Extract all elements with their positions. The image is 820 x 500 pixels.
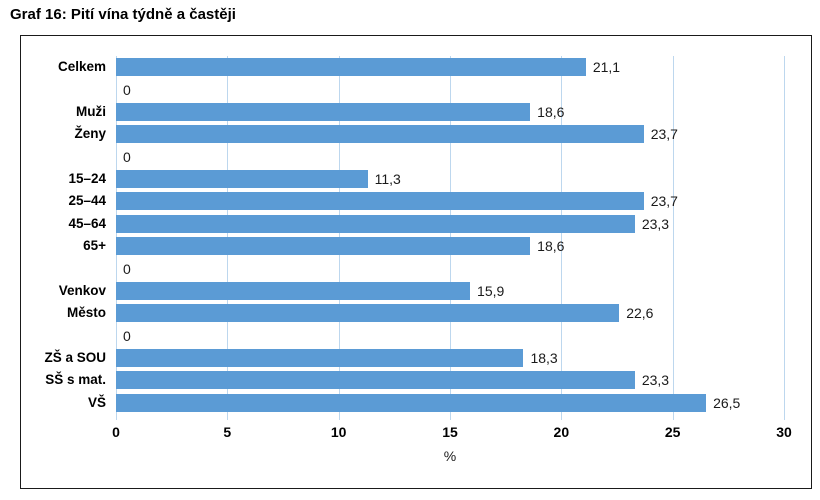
gridline-20 [561, 56, 563, 420]
category-label: 25–44 [68, 193, 106, 209]
bar [116, 371, 635, 390]
bar [116, 125, 644, 144]
category-label: Město [66, 305, 106, 321]
bar-value-label: 23,3 [641, 372, 670, 389]
bar [116, 237, 531, 256]
bar [116, 281, 471, 300]
gridline-25 [672, 56, 674, 420]
category-label: 45–64 [68, 215, 106, 231]
bar-value-label: 26,5 [713, 394, 741, 411]
bar-value-label: 23,3 [641, 215, 670, 232]
x-tick-label: 30 [776, 424, 792, 440]
category-label: ZŠ a SOU [44, 349, 106, 365]
x-tick-label: 25 [664, 424, 681, 440]
gridline-30 [784, 56, 785, 420]
x-tick-label: 0 [112, 424, 120, 440]
bar [116, 349, 524, 368]
bar-value-label: 11,3 [374, 171, 401, 188]
category-label: VŠ [87, 394, 106, 410]
bar-value-label: 15,9 [477, 282, 505, 299]
plot-area: 21,1 0 18,6 23,7 0 11,3 23,7 23,3 18,6 0 15,9 22,6 0… [116, 56, 785, 420]
chart-container: 21,1 0 18,6 23,7 0 11,3 23,7 23,3 18,6 0 15,9 22,6 0… [20, 35, 812, 489]
bar-value-label: 18,6 [537, 103, 565, 120]
bar [116, 102, 531, 121]
category-label: Ženy [74, 126, 106, 142]
bar [116, 170, 368, 189]
category-label: 15–24 [68, 170, 106, 186]
bar-value-label: 0 [123, 81, 131, 98]
bar-value-label: 0 [123, 260, 131, 277]
bar [116, 58, 586, 77]
bar-value-label: 0 [123, 327, 131, 344]
category-label: Muži [76, 103, 106, 119]
bar [116, 304, 620, 323]
bar [116, 393, 707, 412]
category-axis: Celkem Muži Ženy 15–24 25–44 45–64 65+ Venkov Mě… [21, 56, 106, 414]
bar [116, 192, 644, 211]
bar-value-label: 0 [123, 148, 131, 165]
bar-value-label: 23,7 [650, 193, 678, 210]
bar-value-label: 18,6 [537, 238, 565, 255]
chart-title: Graf 16: Pití vína týdně a častěji [10, 6, 236, 23]
category-label: 65+ [83, 238, 106, 253]
bar-value-label: 23,7 [650, 126, 678, 143]
category-label: Venkov [58, 282, 106, 298]
x-tick-label: 20 [553, 424, 570, 440]
bar-value-label: 18,3 [530, 350, 558, 367]
x-tick-label: 10 [330, 424, 347, 440]
x-tick-label: 15 [442, 424, 458, 440]
bar-value-label: 22,6 [626, 305, 654, 322]
x-tick-label: 5 [223, 424, 232, 440]
bar-value-label: 21,1 [592, 59, 621, 76]
x-axis: 0 5 10 15 20 25 30 [21, 36, 811, 488]
bar [116, 214, 635, 233]
category-label: Celkem [57, 59, 106, 74]
category-label: SŠ s mat. [45, 372, 106, 388]
x-axis-title: % [443, 448, 457, 464]
